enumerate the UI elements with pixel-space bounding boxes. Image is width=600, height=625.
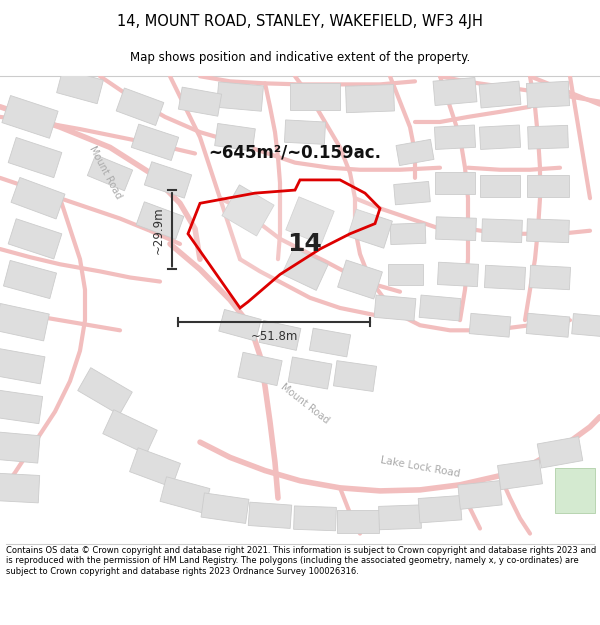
Polygon shape	[0, 304, 49, 341]
Polygon shape	[394, 181, 430, 205]
Polygon shape	[259, 321, 301, 351]
Polygon shape	[215, 124, 256, 151]
Polygon shape	[0, 431, 40, 463]
Polygon shape	[418, 496, 462, 523]
Polygon shape	[537, 437, 583, 468]
Polygon shape	[130, 448, 181, 488]
Text: ~51.8m: ~51.8m	[250, 330, 298, 343]
Text: Lake Lock Road: Lake Lock Road	[379, 456, 461, 479]
Polygon shape	[160, 477, 210, 513]
Polygon shape	[396, 139, 434, 166]
Polygon shape	[433, 78, 477, 106]
Text: ~645m²/~0.159ac.: ~645m²/~0.159ac.	[209, 144, 382, 161]
Text: Contains OS data © Crown copyright and database right 2021. This information is : Contains OS data © Crown copyright and d…	[6, 546, 596, 576]
Polygon shape	[388, 264, 422, 284]
Polygon shape	[434, 125, 476, 149]
Polygon shape	[479, 125, 521, 149]
Polygon shape	[11, 177, 65, 219]
Polygon shape	[0, 348, 45, 384]
Polygon shape	[88, 155, 133, 191]
Polygon shape	[284, 120, 326, 144]
Polygon shape	[458, 481, 502, 509]
Polygon shape	[480, 175, 520, 198]
Polygon shape	[282, 248, 328, 291]
Polygon shape	[286, 197, 334, 244]
Polygon shape	[419, 295, 461, 321]
Polygon shape	[290, 83, 340, 110]
Polygon shape	[217, 82, 263, 111]
Polygon shape	[219, 309, 261, 341]
Polygon shape	[390, 223, 426, 244]
Polygon shape	[201, 493, 249, 524]
Polygon shape	[8, 138, 62, 178]
Polygon shape	[379, 505, 421, 530]
Polygon shape	[572, 314, 600, 337]
Polygon shape	[78, 368, 132, 415]
Polygon shape	[131, 124, 179, 161]
Text: Map shows position and indicative extent of the property.: Map shows position and indicative extent…	[130, 51, 470, 64]
Polygon shape	[526, 81, 569, 108]
Polygon shape	[347, 209, 392, 248]
Text: 14, MOUNT ROAD, STANLEY, WAKEFIELD, WF3 4JH: 14, MOUNT ROAD, STANLEY, WAKEFIELD, WF3 …	[117, 14, 483, 29]
Polygon shape	[288, 357, 332, 389]
Polygon shape	[479, 81, 521, 108]
Polygon shape	[103, 409, 157, 454]
Polygon shape	[56, 69, 103, 104]
Polygon shape	[293, 506, 337, 531]
Polygon shape	[310, 328, 350, 357]
Polygon shape	[2, 96, 58, 138]
Polygon shape	[497, 459, 542, 490]
Polygon shape	[178, 87, 221, 116]
Polygon shape	[0, 389, 43, 424]
Polygon shape	[482, 219, 523, 243]
Polygon shape	[469, 313, 511, 337]
Polygon shape	[188, 180, 380, 308]
Polygon shape	[334, 361, 377, 391]
Text: Mount Road: Mount Road	[279, 382, 331, 426]
Polygon shape	[484, 265, 526, 290]
Polygon shape	[145, 162, 191, 198]
Polygon shape	[338, 260, 382, 299]
Polygon shape	[0, 473, 40, 503]
Polygon shape	[337, 510, 379, 533]
Polygon shape	[346, 84, 394, 112]
Polygon shape	[248, 502, 292, 529]
Polygon shape	[8, 219, 62, 259]
Polygon shape	[136, 202, 184, 239]
Polygon shape	[116, 88, 164, 126]
Text: ~29.9m: ~29.9m	[151, 206, 164, 254]
Polygon shape	[527, 175, 569, 198]
Polygon shape	[437, 262, 479, 287]
Polygon shape	[238, 352, 282, 386]
Polygon shape	[529, 265, 571, 290]
Polygon shape	[527, 219, 569, 243]
Polygon shape	[436, 217, 476, 241]
Polygon shape	[527, 126, 568, 149]
Polygon shape	[4, 261, 56, 299]
Text: Mount Road: Mount Road	[87, 144, 123, 201]
Polygon shape	[555, 468, 595, 513]
Polygon shape	[435, 172, 475, 194]
Polygon shape	[374, 295, 416, 321]
Polygon shape	[222, 185, 274, 236]
Polygon shape	[526, 313, 570, 338]
Text: 14: 14	[287, 232, 322, 256]
